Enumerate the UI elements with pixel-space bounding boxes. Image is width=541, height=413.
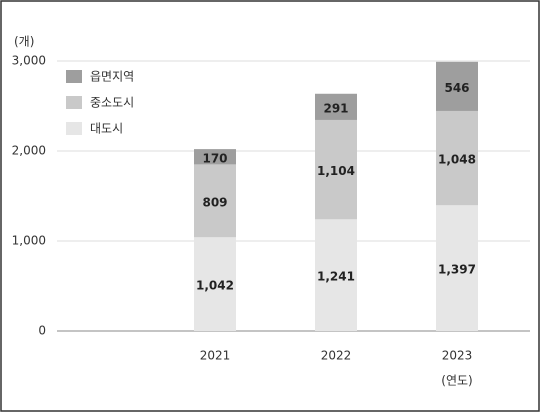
- value-label: 1,241: [317, 270, 355, 284]
- value-label: 291: [323, 101, 348, 115]
- value-label: 170: [202, 151, 227, 165]
- legend-swatch: [66, 96, 82, 109]
- value-label: 1,042: [196, 279, 234, 293]
- y-tick-label: 3,000: [12, 54, 46, 68]
- x-tick-label: 2021: [200, 349, 231, 363]
- value-label: 1,104: [317, 164, 355, 178]
- legend-label: 중소도시: [90, 96, 134, 110]
- bar-segment: [315, 119, 357, 220]
- bar-segment: [436, 110, 478, 206]
- bar-segment: [436, 61, 478, 111]
- bar-segment: [315, 93, 357, 120]
- bar-segment: [194, 237, 236, 331]
- value-label: 809: [202, 195, 227, 209]
- legend-label: 대도시: [90, 122, 123, 136]
- y-tick-label: 2,000: [12, 144, 46, 158]
- legend-swatch: [66, 70, 82, 83]
- value-label: 546: [444, 81, 469, 95]
- y-tick-label: 0: [38, 324, 46, 338]
- y-tick-label: 1,000: [12, 234, 46, 248]
- x-tick-label: 2023: [442, 349, 473, 363]
- legend-swatch: [66, 122, 82, 135]
- x-axis-label: (연도): [441, 374, 472, 388]
- bar-segment: [315, 219, 357, 331]
- value-label: 1,048: [438, 153, 476, 167]
- x-tick-label: 2022: [321, 349, 352, 363]
- value-label: 1,397: [438, 263, 476, 277]
- y-axis-label: (개): [14, 35, 34, 49]
- legend-label: 읍면지역: [90, 70, 134, 84]
- bar-segment: [194, 149, 236, 165]
- bar-segment: [194, 164, 236, 238]
- bar-segment: [436, 205, 478, 331]
